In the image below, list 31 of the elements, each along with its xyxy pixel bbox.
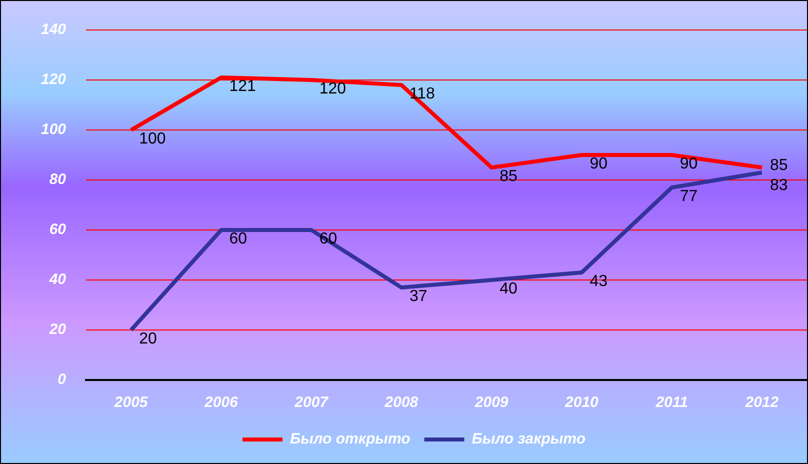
y-tick-label: 60: [49, 221, 67, 238]
data-label: 90: [590, 155, 608, 172]
data-label: 40: [500, 280, 518, 298]
legend-label: Было закрыто: [472, 430, 586, 448]
x-tick-label: 2005: [113, 394, 148, 412]
data-label: 121: [229, 78, 256, 95]
data-label: 90: [680, 155, 698, 172]
data-label: 37: [409, 288, 428, 305]
x-tick-label: 2011: [654, 394, 688, 412]
data-label: 60: [229, 230, 248, 248]
y-tick-label: 20: [48, 321, 67, 338]
data-label: 100: [139, 130, 166, 148]
x-tick-label: 2012: [744, 394, 780, 412]
legend-label: Было открыто: [290, 430, 410, 448]
y-tick-label: 140: [40, 21, 67, 38]
data-label: 120: [319, 80, 346, 98]
data-label: 85: [770, 156, 788, 174]
y-tick-label: 80: [49, 171, 67, 188]
x-tick-label: 2010: [564, 394, 600, 412]
x-tick-label: 2007: [294, 394, 329, 412]
x-tick-label: 2006: [204, 394, 239, 412]
data-label: 60: [319, 230, 338, 248]
data-label: 83: [770, 176, 788, 194]
y-tick-label: 0: [58, 371, 67, 388]
data-label: 77: [680, 188, 698, 205]
x-tick-label: 2008: [384, 394, 419, 412]
y-tick-label: 120: [40, 71, 67, 88]
x-tick-label: 2009: [474, 394, 509, 412]
y-tick-label: 40: [48, 271, 67, 288]
data-label: 20: [139, 330, 157, 348]
y-tick-label: 100: [40, 121, 67, 138]
